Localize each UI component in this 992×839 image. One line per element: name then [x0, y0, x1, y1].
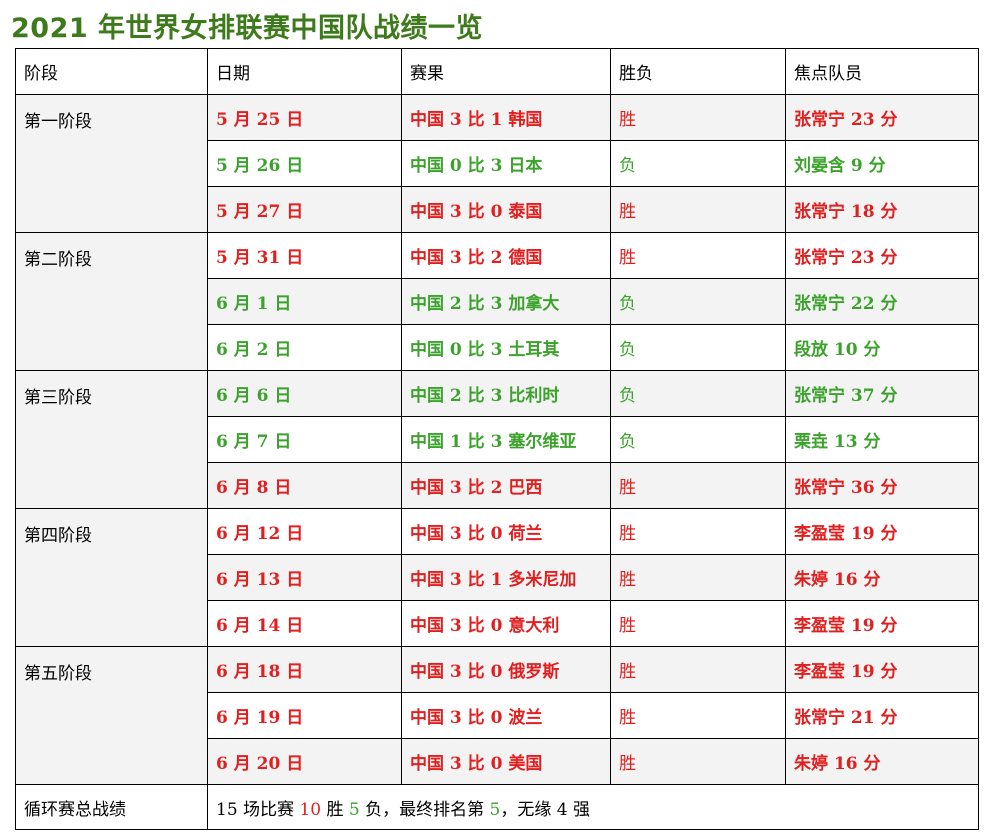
player-cell: 张常宁 36 分 — [785, 462, 979, 509]
score-cell: 中国 3 比 1 多米尼加 — [401, 554, 611, 601]
result-cell: 负 — [610, 416, 786, 463]
score-cell: 中国 3 比 0 俄罗斯 — [401, 646, 611, 693]
player-cell: 朱婷 16 分 — [785, 554, 979, 601]
result-cell: 负 — [610, 278, 786, 325]
result-cell: 负 — [610, 324, 786, 371]
date-cell: 6 月 6 日 — [207, 370, 402, 417]
table-row: 5 月 27 日中国 3 比 0 泰国胜张常宁 18 分 — [16, 186, 979, 233]
player-cell: 李盈莹 19 分 — [785, 508, 979, 555]
date-cell: 5 月 27 日 — [207, 186, 402, 233]
player-cell: 张常宁 23 分 — [785, 94, 979, 141]
score-cell: 中国 3 比 0 美国 — [401, 738, 611, 785]
date-cell: 6 月 14 日 — [207, 600, 402, 647]
player-cell: 朱婷 16 分 — [785, 738, 979, 785]
result-cell: 负 — [610, 370, 786, 417]
table-row: 6 月 19 日中国 3 比 0 波兰胜张常宁 21 分 — [16, 692, 979, 739]
date-cell: 6 月 18 日 — [207, 646, 402, 693]
score-cell: 中国 0 比 3 土耳其 — [401, 324, 611, 371]
header-player: 焦点队员 — [785, 48, 979, 95]
result-cell: 胜 — [610, 646, 786, 693]
player-cell: 栗垚 13 分 — [785, 416, 979, 463]
summary-part2: 胜 — [321, 799, 349, 820]
header-row: 阶段 日期 赛果 胜负 焦点队员 — [15, 48, 979, 95]
player-cell: 段放 10 分 — [785, 324, 979, 371]
summary-part4: ，无缘 4 强 — [500, 799, 590, 820]
summary-label: 循环赛总战绩 — [15, 784, 208, 830]
score-cell: 中国 3 比 1 韩国 — [401, 94, 611, 141]
result-cell: 胜 — [610, 462, 786, 509]
result-cell: 胜 — [610, 508, 786, 555]
result-cell: 胜 — [610, 186, 786, 233]
table-row: 6 月 2 日中国 0 比 3 土耳其负段放 10 分 — [16, 324, 979, 371]
stage-cell: 第一阶段 — [15, 94, 208, 233]
result-cell: 胜 — [610, 692, 786, 739]
player-cell: 张常宁 22 分 — [785, 278, 979, 325]
summary-wins: 10 — [299, 799, 322, 820]
result-cell: 胜 — [610, 600, 786, 647]
score-cell: 中国 3 比 0 波兰 — [401, 692, 611, 739]
summary-rank: 5 — [489, 799, 501, 820]
date-cell: 6 月 7 日 — [207, 416, 402, 463]
score-cell: 中国 3 比 0 泰国 — [401, 186, 611, 233]
header-stage: 阶段 — [15, 48, 208, 95]
date-cell: 6 月 19 日 — [207, 692, 402, 739]
date-cell: 6 月 8 日 — [207, 462, 402, 509]
player-cell: 张常宁 18 分 — [785, 186, 979, 233]
results-table: 阶段 日期 赛果 胜负 焦点队员 第一阶段 5 月 25 日中国 3 比 1 韩国… — [15, 48, 979, 830]
player-cell: 刘晏含 9 分 — [785, 140, 979, 187]
result-cell: 胜 — [610, 94, 786, 141]
summary-losses: 5 — [348, 799, 360, 820]
result-cell: 胜 — [610, 554, 786, 601]
date-cell: 5 月 25 日 — [207, 94, 402, 141]
stage-cell: 第五阶段 — [15, 646, 208, 785]
date-cell: 6 月 1 日 — [207, 278, 402, 325]
score-cell: 中国 3 比 2 巴西 — [401, 462, 611, 509]
summary-part1: 15 场比赛 — [216, 799, 300, 820]
date-cell: 5 月 31 日 — [207, 232, 402, 279]
date-cell: 6 月 20 日 — [207, 738, 402, 785]
stage-cell: 第四阶段 — [15, 508, 208, 647]
score-cell: 中国 2 比 3 比利时 — [401, 370, 611, 417]
result-cell: 负 — [610, 140, 786, 187]
table-row: 6 月 20 日中国 3 比 0 美国胜朱婷 16 分 — [16, 738, 979, 785]
date-cell: 6 月 12 日 — [207, 508, 402, 555]
score-cell: 中国 3 比 0 荷兰 — [401, 508, 611, 555]
date-cell: 6 月 13 日 — [207, 554, 402, 601]
table-row: 第五阶段 6 月 18 日中国 3 比 0 俄罗斯胜李盈莹 19 分 — [15, 646, 979, 785]
summary-part3: 负，最终排名第 — [359, 799, 490, 820]
score-cell: 中国 3 比 0 意大利 — [401, 600, 611, 647]
page-title: 2021 年世界女排联赛中国队战绩一览 — [11, 13, 484, 44]
table-row: 第二阶段 5 月 31 日中国 3 比 2 德国胜张常宁 23 分 — [15, 232, 979, 371]
player-cell: 李盈莹 19 分 — [785, 600, 979, 647]
stage-cell: 第二阶段 — [15, 232, 208, 371]
table-row: 6 月 13 日中国 3 比 1 多米尼加胜朱婷 16 分 — [16, 554, 979, 601]
player-cell: 李盈莹 19 分 — [785, 646, 979, 693]
result-cell: 胜 — [610, 738, 786, 785]
date-cell: 6 月 2 日 — [207, 324, 402, 371]
table-row: 6 月 7 日中国 1 比 3 塞尔维亚负栗垚 13 分 — [16, 416, 979, 463]
table-row: 6 月 1 日中国 2 比 3 加拿大负张常宁 22 分 — [16, 278, 979, 325]
table-row: 第三阶段 6 月 6 日中国 2 比 3 比利时负张常宁 37 分 — [15, 370, 979, 509]
result-cell: 胜 — [610, 232, 786, 279]
player-cell: 张常宁 37 分 — [785, 370, 979, 417]
table-row: 5 月 26 日中国 0 比 3 日本负刘晏含 9 分 — [16, 140, 979, 187]
score-cell: 中国 1 比 3 塞尔维亚 — [401, 416, 611, 463]
date-cell: 5 月 26 日 — [207, 140, 402, 187]
stage-cell: 第三阶段 — [15, 370, 208, 509]
header-score: 赛果 — [401, 48, 611, 95]
score-cell: 中国 2 比 3 加拿大 — [401, 278, 611, 325]
score-cell: 中国 3 比 2 德国 — [401, 232, 611, 279]
score-cell: 中国 0 比 3 日本 — [401, 140, 611, 187]
summary-text: 15 场比赛 10 胜 5 负，最终排名第 5，无缘 4 强 — [207, 784, 979, 830]
header-result: 胜负 — [610, 48, 786, 95]
table-row: 第四阶段 6 月 12 日中国 3 比 0 荷兰胜李盈莹 19 分 — [15, 508, 979, 647]
header-date: 日期 — [207, 48, 402, 95]
table-row: 6 月 8 日中国 3 比 2 巴西胜张常宁 36 分 — [16, 462, 979, 509]
player-cell: 张常宁 21 分 — [785, 692, 979, 739]
summary-row: 循环赛总战绩 15 场比赛 10 胜 5 负，最终排名第 5，无缘 4 强 — [15, 784, 979, 830]
player-cell: 张常宁 23 分 — [785, 232, 979, 279]
table-row: 第一阶段 5 月 25 日中国 3 比 1 韩国胜张常宁 23 分 — [15, 94, 979, 233]
